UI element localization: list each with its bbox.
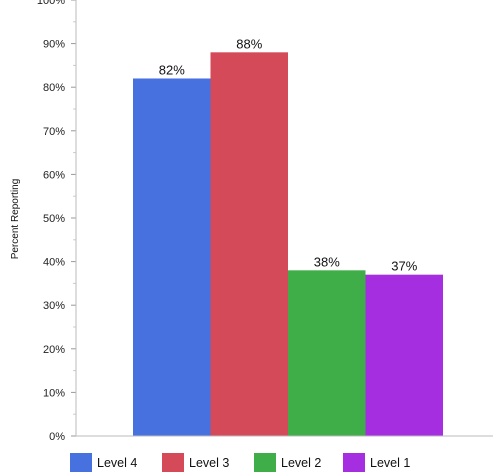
data-label: 88% [236,36,262,51]
y-axis-label: Percent Reporting [10,179,21,260]
y-tick-label: 70% [43,126,65,138]
y-axis-ticks: 0% 10% 20% 30% 40% 50% 60% 70% 80% 90% 100% [37,0,76,443]
legend-swatch [254,453,276,472]
legend-item: Level 3 [162,453,229,472]
legend-swatch [343,453,365,472]
y-tick-label: 60% [43,169,65,181]
data-labels: 82% 88% 38% 37% [159,36,418,273]
y-tick-label: 0% [49,431,65,443]
legend-item: Level 1 [343,453,410,472]
bar [210,52,288,436]
y-tick-label: 20% [43,344,65,356]
plot-frame [75,0,493,437]
y-tick-label: 90% [43,39,65,51]
data-label: 37% [391,259,417,274]
y-tick-label: 30% [43,300,65,312]
legend-item: Level 4 [70,453,137,472]
bar [288,270,366,436]
y-tick-label: 100% [37,0,65,7]
legend-label: Level 1 [370,456,410,470]
bars [133,52,443,436]
legend-swatch [162,453,184,472]
legend-swatch [70,453,92,472]
legend: Level 4 Level 3 Level 2 Level 1 [70,453,410,472]
bar [133,78,211,436]
bar [365,274,443,436]
legend-label: Level 3 [189,456,229,470]
legend-label: Level 4 [97,456,137,470]
y-tick-label: 10% [43,387,65,399]
y-tick-label: 40% [43,257,65,269]
legend-label: Level 2 [281,456,321,470]
legend-item: Level 2 [254,453,321,472]
y-tick-label: 50% [43,213,65,225]
data-label: 38% [314,254,340,269]
y-tick-label: 80% [43,82,65,94]
data-label: 82% [159,62,185,77]
